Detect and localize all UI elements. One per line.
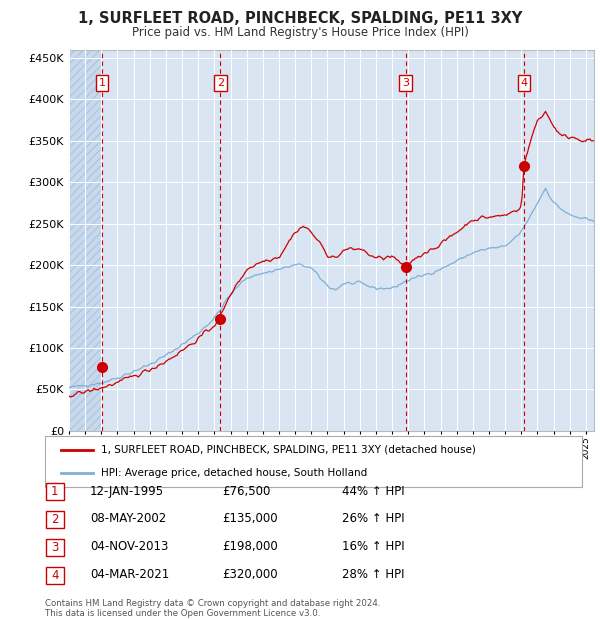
Text: 28% ↑ HPI: 28% ↑ HPI bbox=[342, 569, 404, 581]
Text: 2: 2 bbox=[217, 78, 224, 88]
Text: £198,000: £198,000 bbox=[222, 541, 278, 553]
Text: 4: 4 bbox=[520, 78, 527, 88]
Text: £135,000: £135,000 bbox=[222, 513, 278, 525]
Text: £76,500: £76,500 bbox=[222, 485, 271, 497]
Text: 08-MAY-2002: 08-MAY-2002 bbox=[90, 513, 166, 525]
Text: 44% ↑ HPI: 44% ↑ HPI bbox=[342, 485, 404, 497]
Text: 4: 4 bbox=[51, 569, 59, 582]
Text: 3: 3 bbox=[402, 78, 409, 88]
Bar bbox=[69, 50, 101, 431]
Text: 2: 2 bbox=[51, 513, 59, 526]
Text: 1, SURFLEET ROAD, PINCHBECK, SPALDING, PE11 3XY (detached house): 1, SURFLEET ROAD, PINCHBECK, SPALDING, P… bbox=[101, 445, 476, 454]
Text: Price paid vs. HM Land Registry's House Price Index (HPI): Price paid vs. HM Land Registry's House … bbox=[131, 26, 469, 39]
Text: HPI: Average price, detached house, South Holland: HPI: Average price, detached house, Sout… bbox=[101, 468, 368, 478]
Text: Contains HM Land Registry data © Crown copyright and database right 2024.
This d: Contains HM Land Registry data © Crown c… bbox=[45, 599, 380, 618]
Text: 1: 1 bbox=[51, 485, 59, 498]
Text: 26% ↑ HPI: 26% ↑ HPI bbox=[342, 513, 404, 525]
Text: 1: 1 bbox=[98, 78, 106, 88]
Text: 12-JAN-1995: 12-JAN-1995 bbox=[90, 485, 164, 497]
Text: 1, SURFLEET ROAD, PINCHBECK, SPALDING, PE11 3XY: 1, SURFLEET ROAD, PINCHBECK, SPALDING, P… bbox=[78, 11, 522, 26]
Text: 3: 3 bbox=[51, 541, 59, 554]
Text: 16% ↑ HPI: 16% ↑ HPI bbox=[342, 541, 404, 553]
Text: 04-NOV-2013: 04-NOV-2013 bbox=[90, 541, 169, 553]
Text: 04-MAR-2021: 04-MAR-2021 bbox=[90, 569, 169, 581]
Text: £320,000: £320,000 bbox=[222, 569, 278, 581]
